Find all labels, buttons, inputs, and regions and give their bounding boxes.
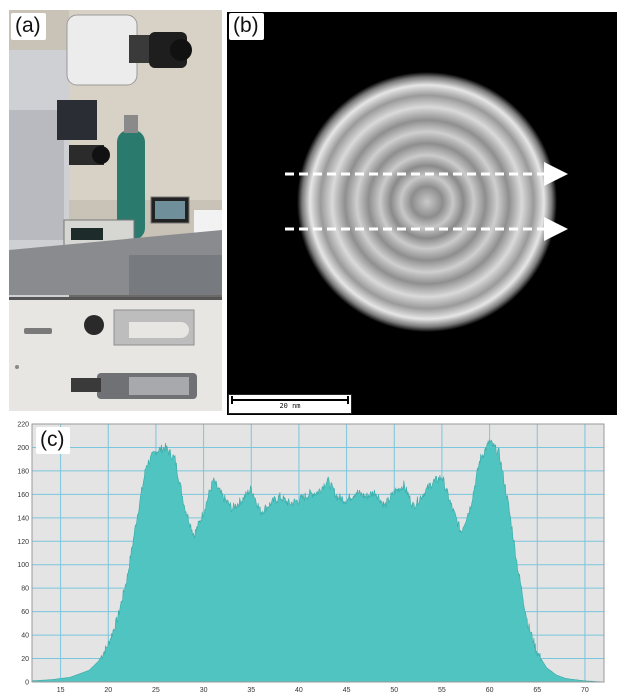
y-tick-label: 160 <box>17 492 29 499</box>
panel-c-histogram: 0 20 40 60 80 100 120 140 160 180 200 220 15 20 25 30 35… <box>0 420 617 695</box>
microscope-photo <box>9 10 222 411</box>
y-tick-label: 80 <box>21 586 29 593</box>
scale-bar-line <box>231 396 349 404</box>
y-tick-label: 60 <box>21 609 29 616</box>
x-tick-label: 15 <box>57 687 65 694</box>
panel-a-photo: (a) <box>9 10 222 411</box>
x-tick-label: 45 <box>343 687 351 694</box>
y-tick-label: 0 <box>25 680 29 687</box>
area-series <box>31 439 605 683</box>
panel-b-label: (b) <box>229 13 264 40</box>
x-tick-label: 20 <box>104 687 112 694</box>
y-tick-label: 220 <box>17 422 29 429</box>
panel-c-label: (c) <box>36 427 70 454</box>
x-tick-label: 60 <box>486 687 494 694</box>
x-tick-label: 30 <box>200 687 208 694</box>
y-tick-label: 180 <box>17 468 29 475</box>
x-tick-label: 40 <box>295 687 303 694</box>
y-tick-label: 40 <box>21 633 29 640</box>
x-tick-label: 65 <box>533 687 541 694</box>
y-tick-label: 140 <box>17 515 29 522</box>
scale-bar: 20 nm <box>228 394 352 414</box>
plot-frame <box>31 423 605 683</box>
x-tick-label: 50 <box>390 687 398 694</box>
scale-bar-text: 20 nm <box>279 402 301 410</box>
histogram-area <box>31 439 605 683</box>
ring-disk <box>297 72 557 332</box>
y-tick-label: 120 <box>17 539 29 546</box>
histogram-chart: 0 20 40 60 80 100 120 140 160 180 200 220 15 20 25 30 35… <box>17 422 605 694</box>
y-tick-label: 100 <box>17 562 29 569</box>
ring-pattern <box>227 12 617 415</box>
y-tick-label: 200 <box>17 445 29 452</box>
x-tick-label: 35 <box>247 687 255 694</box>
x-tick-label: 25 <box>152 687 160 694</box>
x-tick-label: 70 <box>581 687 589 694</box>
axes: 0 20 40 60 80 100 120 140 160 180 200 220 15 20 25 30 35… <box>17 422 605 694</box>
panel-a-label: (a) <box>11 13 46 40</box>
y-tick-label: 20 <box>21 656 29 663</box>
panel-b-ring-image: (b) <box>227 12 617 415</box>
x-tick-label: 55 <box>438 687 446 694</box>
